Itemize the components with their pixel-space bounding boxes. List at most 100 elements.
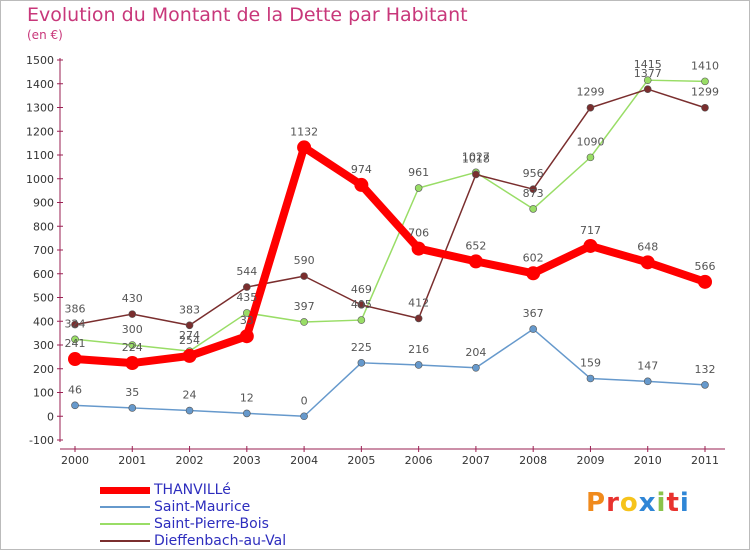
x-tick-label: 2005	[347, 454, 375, 467]
series-point-0	[125, 356, 140, 371]
data-label-2: 324	[65, 317, 86, 330]
x-tick-label: 2007	[462, 454, 490, 467]
series-point-3	[586, 103, 595, 112]
y-tick-label: 0	[47, 410, 54, 423]
legend-label: Saint-Pierre-Bois	[154, 516, 269, 532]
data-label-1: 35	[125, 386, 139, 399]
data-label-0: 1132	[290, 125, 318, 138]
data-label-0: 652	[465, 239, 486, 252]
data-label-2: 300	[122, 323, 143, 336]
series-point-1	[529, 325, 537, 333]
series-point-0	[640, 255, 655, 270]
data-label-3: 386	[65, 303, 86, 316]
series-point-2	[357, 316, 366, 324]
data-label-1: 225	[351, 341, 372, 354]
y-minor-tick	[59, 338, 61, 340]
series-line-3	[74, 88, 706, 327]
series-point-3	[529, 185, 537, 193]
proxiti-logo: Proxiti	[586, 488, 690, 518]
legend-swatch	[100, 540, 150, 542]
logo-letter: o	[619, 488, 639, 518]
data-label-3: 590	[294, 254, 315, 267]
x-tick-label: 2001	[118, 454, 146, 467]
legend-label: THANVILLé	[154, 482, 231, 498]
legend-label: Dieffenbach-au-Val	[154, 533, 287, 549]
series-point-3	[414, 314, 423, 323]
series-point-0	[182, 348, 197, 363]
y-minor-tick	[59, 433, 61, 435]
y-minor-tick	[59, 89, 61, 91]
y-tick-label: 700	[33, 244, 54, 257]
data-label-2: 873	[523, 187, 544, 200]
series-point-0	[239, 329, 254, 344]
series-point-2	[643, 76, 652, 84]
y-minor-tick	[59, 302, 61, 304]
data-label-2: 961	[408, 166, 429, 179]
y-tick-label: 200	[33, 363, 54, 376]
y-minor-tick	[59, 196, 61, 198]
y-minor-tick	[59, 255, 61, 257]
data-label-0: 33	[240, 314, 254, 327]
x-tick-label: 2010	[634, 454, 662, 467]
data-label-3: 469	[351, 283, 372, 296]
x-tick-label: 2009	[576, 454, 604, 467]
data-label-1: 46	[68, 383, 82, 396]
data-label-3: 544	[236, 265, 257, 278]
y-tick-label: 1400	[26, 78, 54, 91]
y-minor-tick	[59, 148, 61, 150]
series-point-2	[586, 153, 595, 162]
y-minor-tick	[59, 267, 61, 269]
y-tick-label: 1300	[26, 102, 54, 115]
series-point-1	[243, 409, 251, 418]
data-label-3: 1018	[462, 152, 490, 165]
y-tick-label: 400	[33, 315, 54, 328]
data-label-3: 1377	[634, 67, 662, 80]
series-point-3	[300, 272, 308, 280]
y-tick-label: 1100	[26, 149, 54, 162]
data-label-1: 216	[408, 343, 429, 356]
data-label-1: 12	[240, 391, 254, 404]
series-line-2	[74, 79, 706, 352]
data-label-0: 602	[523, 251, 544, 264]
series-point-3	[701, 103, 709, 112]
logo-letter: t	[666, 488, 680, 518]
y-minor-tick	[59, 421, 61, 423]
y-minor-tick	[59, 219, 61, 221]
y-minor-tick	[59, 314, 61, 316]
series-point-1	[185, 406, 194, 415]
x-tick-label: 2003	[233, 454, 261, 467]
data-label-1: 24	[183, 389, 197, 402]
series-point-0	[68, 352, 82, 367]
series-point-3	[71, 320, 79, 329]
y-tick-label: 500	[33, 292, 54, 305]
series-point-2	[71, 335, 79, 344]
data-label-3: 412	[408, 296, 429, 309]
data-label-3: 956	[523, 167, 544, 180]
y-minor-tick	[59, 386, 61, 388]
chart-title: Evolution du Montant de la Dette par Hab…	[27, 4, 468, 26]
series-point-3	[472, 170, 480, 179]
data-label-2: 1415	[634, 58, 662, 71]
y-tick-label: 800	[33, 220, 54, 233]
x-tick-label: 2011	[691, 454, 719, 467]
x-tick-label: 2000	[61, 454, 89, 467]
y-minor-tick	[59, 160, 61, 162]
y-minor-tick	[59, 362, 61, 364]
data-label-0: 241	[65, 337, 86, 350]
y-minor-tick	[59, 397, 61, 399]
y-minor-tick	[59, 291, 61, 293]
legend-swatch	[100, 523, 150, 525]
y-minor-tick	[59, 409, 61, 411]
y-tick-label: 300	[33, 339, 54, 352]
y-tick-label: 1500	[26, 54, 54, 67]
data-label-0: 974	[351, 163, 372, 176]
logo-letter: r	[606, 488, 620, 518]
x-tick-label: 2002	[176, 454, 204, 467]
series-point-3	[357, 301, 366, 309]
series-point-2	[701, 77, 709, 86]
series-point-0	[354, 177, 369, 192]
data-label-2: 1410	[691, 59, 719, 72]
series-point-3	[128, 310, 137, 318]
data-label-3: 383	[179, 303, 200, 316]
y-minor-tick	[59, 243, 61, 245]
